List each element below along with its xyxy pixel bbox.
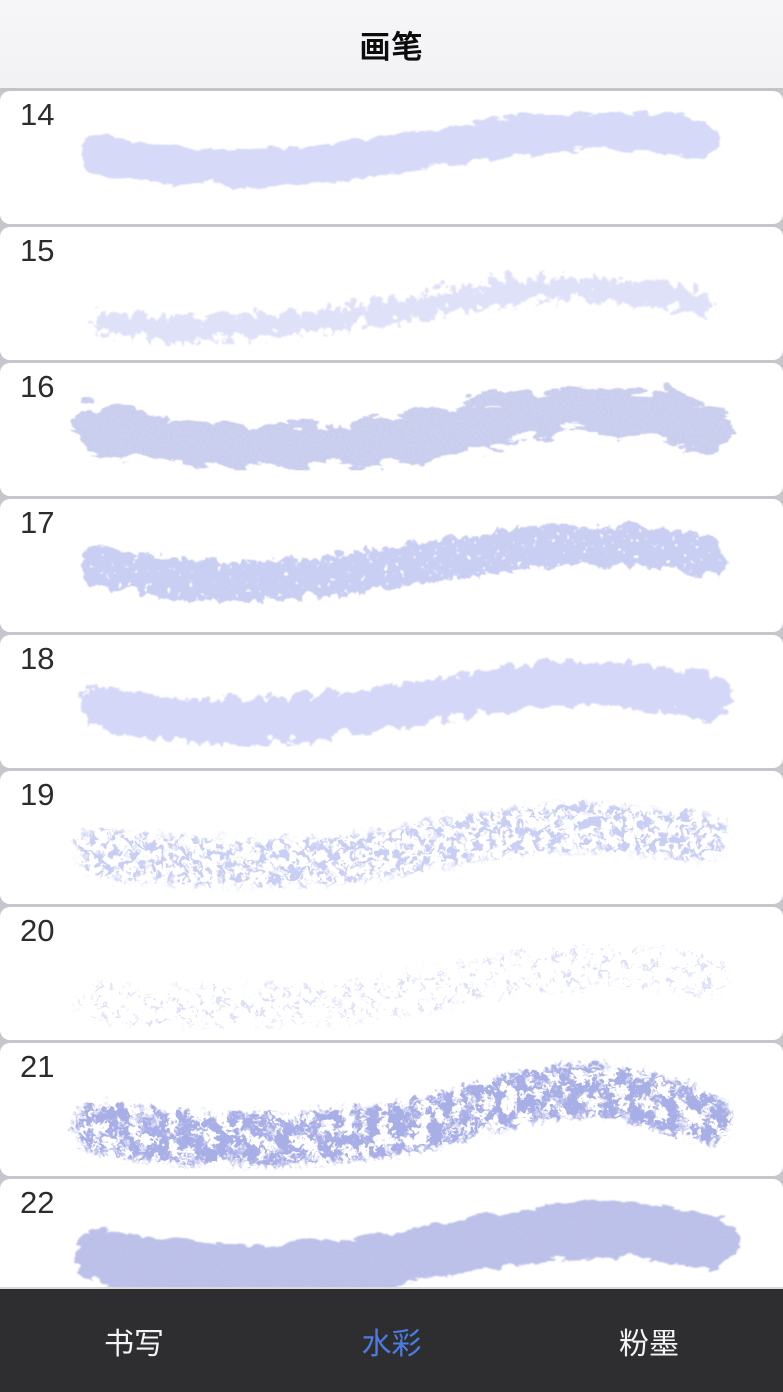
brush-stroke-preview (74, 657, 726, 739)
brush-item-18[interactable]: 18 (0, 635, 783, 768)
brush-item-14[interactable]: 14 (0, 91, 783, 224)
brush-number: 22 (20, 1185, 55, 1220)
brush-stroke-preview (77, 109, 716, 185)
page-title: 画笔 (359, 29, 424, 65)
brush-list: 14 15 16 17 18 (0, 91, 783, 1287)
brush-number: 17 (20, 505, 55, 540)
title-bar: 画笔 (0, 0, 783, 91)
brush-item-17[interactable]: 17 (0, 499, 783, 632)
brush-stroke-preview (72, 799, 724, 884)
brush-stroke-preview (73, 381, 726, 465)
brush-number: 21 (20, 1049, 55, 1084)
brush-item-21[interactable]: 21 (0, 1043, 783, 1176)
brush-stroke-preview (75, 942, 723, 1025)
brush-number: 19 (20, 777, 55, 812)
brush-stroke-preview (76, 522, 722, 598)
brush-stroke-preview (88, 270, 706, 336)
brush-number: 20 (20, 913, 55, 948)
brush-item-19[interactable]: 19 (0, 771, 783, 904)
brush-item-20[interactable]: 20 (0, 907, 783, 1040)
brush-item-15[interactable]: 15 (0, 227, 783, 360)
bottom-tab-bar: 书写 水彩 粉墨 (0, 1287, 783, 1392)
brush-number: 14 (20, 97, 55, 132)
tab-watercolor[interactable]: 水彩 (358, 1313, 426, 1369)
brush-item-22[interactable]: 22 (0, 1179, 783, 1287)
brush-item-16[interactable]: 16 (0, 363, 783, 496)
brush-stroke-preview (73, 1200, 735, 1287)
brush-number: 18 (20, 641, 55, 676)
brush-stroke-preview (70, 1060, 726, 1162)
brush-number: 15 (20, 233, 55, 268)
brush-number: 16 (20, 369, 55, 404)
tab-writing[interactable]: 书写 (100, 1313, 168, 1369)
tab-ink[interactable]: 粉墨 (615, 1313, 683, 1369)
